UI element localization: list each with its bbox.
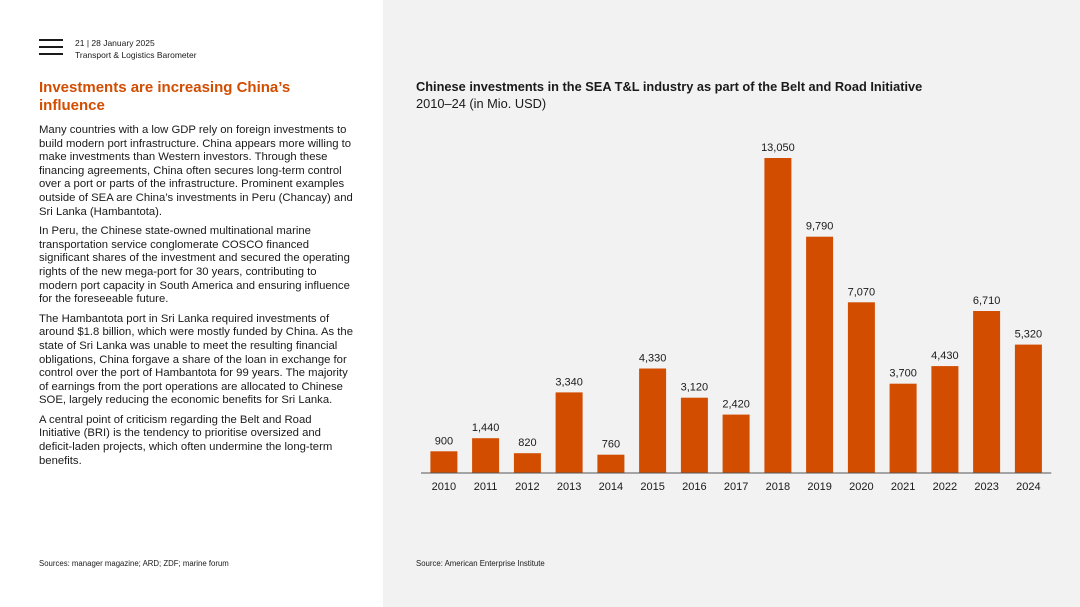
x-tick-2011: 2011 <box>474 481 498 493</box>
paragraph-1: Many countries with a low GDP rely on fo… <box>39 124 353 218</box>
bar-2011 <box>472 438 500 473</box>
data-label-2024: 5,320 <box>1015 329 1043 341</box>
bar-2014 <box>597 454 625 473</box>
data-label-2013: 3,340 <box>555 376 583 388</box>
data-label-2021: 3,700 <box>889 368 917 380</box>
x-tick-2014: 2014 <box>599 481 623 493</box>
bar-2016 <box>680 397 708 473</box>
data-label-2014: 760 <box>602 439 620 451</box>
bar-2022 <box>931 366 959 473</box>
bar-2024 <box>1014 344 1042 473</box>
bar-2010 <box>430 451 458 473</box>
paragraph-4: A central point of criticism regarding t… <box>39 413 333 467</box>
bar-chart: 900 2010 1,440 2011 820 2012 3,340 2013 760 2014 4… <box>421 142 1052 493</box>
data-label-2023: 6,710 <box>973 295 1001 307</box>
data-label-2018: 13,050 <box>761 142 795 154</box>
data-label-2010: 900 <box>435 435 453 447</box>
x-tick-2012: 2012 <box>515 481 539 493</box>
bar-2017 <box>722 414 750 473</box>
bar-2023 <box>973 311 1001 473</box>
sources-note: Sources: manager magazine; ARD; ZDF; mar… <box>39 559 229 568</box>
x-tick-2016: 2016 <box>682 481 706 493</box>
chart-title: Chinese investments in the SEA T&L indus… <box>416 79 923 94</box>
paragraph-3: The Hambantota port in Sri Lanka require… <box>39 312 353 407</box>
chart-source: Source: American Enterprise Institute <box>416 559 545 568</box>
x-tick-2018: 2018 <box>766 481 790 493</box>
paragraph-2: In Peru, the Chinese state-owned multina… <box>39 225 350 306</box>
data-label-2016: 3,120 <box>681 382 709 394</box>
x-tick-2017: 2017 <box>724 481 748 493</box>
data-label-2011: 1,440 <box>472 422 500 434</box>
bar-2018 <box>764 158 792 473</box>
bar-2019 <box>806 236 834 473</box>
data-label-2017: 2,420 <box>722 399 750 411</box>
data-label-2015: 4,330 <box>639 353 667 365</box>
bar-2012 <box>513 453 541 473</box>
chart-panel: Chinese investments in the SEA T&L indus… <box>383 0 1080 607</box>
bar-2020 <box>847 302 875 473</box>
x-tick-2023: 2023 <box>974 481 998 493</box>
chart-subtitle: 2010–24 (in Mio. USD) <box>416 96 547 111</box>
x-tick-2020: 2020 <box>849 481 873 493</box>
x-tick-2013: 2013 <box>557 481 581 493</box>
report-name: Transport & Logistics Barometer <box>75 50 197 60</box>
data-label-2019: 9,790 <box>806 221 834 233</box>
x-tick-2010: 2010 <box>432 481 456 493</box>
bar-2015 <box>639 368 667 473</box>
x-tick-2015: 2015 <box>640 481 664 493</box>
page-meta: 21 | 28 January 2025 Transport & Logisti… <box>75 37 197 61</box>
data-label-2012: 820 <box>518 437 536 449</box>
text-panel: 21 | 28 January 2025 Transport & Logisti… <box>0 0 383 607</box>
x-tick-2019: 2019 <box>807 481 831 493</box>
data-label-2022: 4,430 <box>931 350 959 362</box>
data-label-2020: 7,070 <box>848 286 876 298</box>
page-title: Investments are increasing China’s influ… <box>39 79 291 114</box>
bar-2021 <box>889 383 917 473</box>
article-body: Many countries with a low GDP rely on fo… <box>39 124 355 474</box>
x-tick-2024: 2024 <box>1016 481 1040 493</box>
x-tick-2021: 2021 <box>891 481 915 493</box>
bar-2013 <box>555 392 583 473</box>
menu-icon[interactable] <box>39 39 63 55</box>
x-tick-2022: 2022 <box>933 481 957 493</box>
page-info: 21 | 28 January 2025 <box>75 38 155 48</box>
